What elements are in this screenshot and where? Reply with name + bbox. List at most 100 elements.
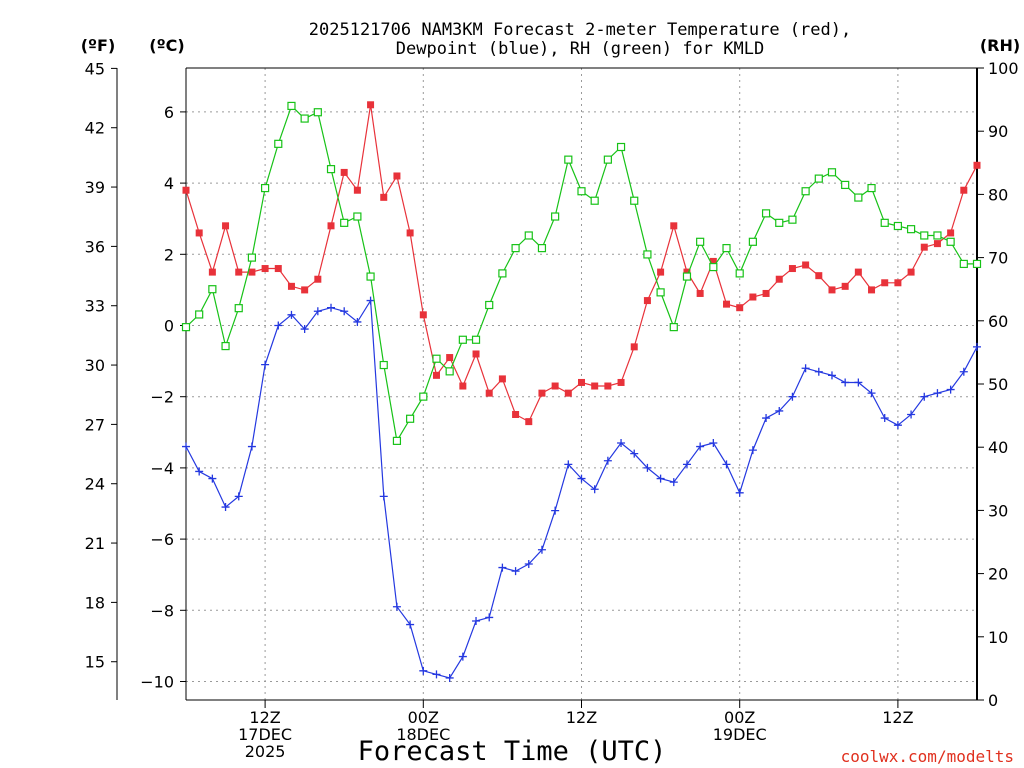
- x-tick-label: 18DEC: [396, 725, 450, 744]
- dewpoint-point: [643, 463, 652, 472]
- temperature-point: [828, 286, 836, 294]
- rh-tick-label: 100: [988, 59, 1019, 78]
- credit-text: coolwx.com/modelts: [841, 747, 1014, 766]
- temperature-point: [380, 193, 388, 201]
- temperature-point: [419, 311, 427, 319]
- temperature-point: [274, 265, 282, 273]
- dewpoint-point: [854, 378, 863, 387]
- temperature-point: [551, 382, 559, 390]
- rh-point: [577, 187, 586, 196]
- rh-point: [221, 341, 230, 351]
- rh-point: [959, 259, 968, 269]
- rh-point: [551, 212, 560, 221]
- rh-point: [471, 335, 481, 344]
- rh-point: [419, 392, 428, 401]
- temperature-point: [314, 275, 322, 283]
- x-tick-label: 12Z: [566, 708, 597, 727]
- rh-point: [682, 272, 692, 281]
- fahrenheit-tick-label: 30: [85, 356, 105, 375]
- rh-unit-label: (RH): [980, 36, 1020, 55]
- fahrenheit-tick-label: 39: [85, 178, 105, 197]
- dewpoint-point: [458, 652, 467, 661]
- dewpoint-point: [366, 296, 375, 305]
- rh-point: [643, 250, 652, 259]
- rh-tick-label: 30: [988, 501, 1008, 520]
- rh-point: [656, 288, 665, 297]
- dewpoint-point: [827, 371, 836, 380]
- dewpoint-point: [669, 478, 678, 487]
- dewpoint-point: [511, 567, 520, 576]
- rh-point: [445, 367, 454, 376]
- temperature-point: [709, 257, 717, 265]
- celsius-unit-label: (ºC): [149, 36, 184, 55]
- dewpoint-point: [959, 367, 968, 376]
- rh-point: [748, 237, 757, 246]
- temperature-point: [670, 222, 678, 230]
- rh-point: [406, 414, 415, 423]
- rh-point: [340, 218, 349, 227]
- dewpoint-point: [234, 492, 243, 501]
- fahrenheit-tick-label: 24: [85, 475, 105, 494]
- fahrenheit-tick-label: 36: [85, 237, 105, 256]
- rh-tick-label: 10: [988, 628, 1008, 647]
- dewpoint-point: [221, 503, 230, 512]
- dewpoint-point: [762, 414, 771, 423]
- dewpoint-point: [406, 620, 415, 629]
- dewpoint-point: [630, 449, 639, 458]
- celsius-tick-label: 6: [164, 103, 174, 122]
- rh-point: [906, 225, 916, 234]
- temperature-point: [287, 282, 295, 290]
- dewpoint-point: [524, 560, 533, 569]
- celsius-tick-label: 2: [164, 245, 174, 264]
- temperature-point: [301, 286, 309, 294]
- temperature-point: [327, 222, 335, 230]
- x-tick-label: 00Z: [724, 708, 755, 727]
- temperature-point: [854, 268, 862, 276]
- rh-point: [616, 142, 626, 152]
- dewpoint-point: [775, 406, 784, 415]
- rh-tick-label: 40: [988, 438, 1008, 457]
- rh-tick-label: 50: [988, 375, 1008, 394]
- dewpoint-point: [590, 485, 599, 494]
- temperature-point: [788, 265, 796, 273]
- temperature-point: [881, 279, 889, 287]
- dewpoint-point: [182, 442, 190, 451]
- fahrenheit-tick-label: 15: [85, 653, 105, 672]
- temperature-point: [485, 389, 493, 397]
- temperature-point: [195, 229, 203, 237]
- dewpoint-point: [920, 392, 929, 401]
- rh-point: [511, 244, 520, 253]
- rh-point: [432, 354, 441, 363]
- temperature-point: [960, 186, 968, 194]
- dewpoint-point: [340, 307, 349, 316]
- temperature-point: [841, 282, 849, 290]
- dewpoint-point: [933, 389, 942, 398]
- chart-title-line1: 2025121706 NAM3KM Forecast 2-meter Tempe…: [309, 20, 851, 40]
- dewpoint-point: [841, 378, 850, 387]
- celsius-tick-label: −8: [150, 601, 174, 620]
- temperature-point: [643, 297, 651, 305]
- rh-point: [498, 269, 507, 278]
- rh-point: [696, 237, 705, 246]
- temperature-point: [472, 350, 480, 358]
- temperature-point: [947, 229, 955, 237]
- rh-tick-label: 20: [988, 565, 1008, 584]
- rh-point: [722, 244, 731, 253]
- dewpoint-point: [814, 367, 823, 376]
- dewpoint-point: [498, 563, 507, 572]
- dewpoint-point: [485, 613, 494, 622]
- dewpoint-point: [880, 414, 889, 423]
- temperature-point: [353, 186, 361, 194]
- rh-point: [234, 304, 243, 313]
- rh-point: [485, 300, 494, 310]
- rh-point: [880, 218, 889, 227]
- dewpoint-point: [537, 545, 546, 554]
- dewpoint-point: [379, 492, 388, 501]
- rh-point: [867, 183, 876, 193]
- celsius-tick-label: −4: [150, 459, 174, 478]
- celsius-tick-label: 4: [164, 174, 174, 193]
- temperature-point: [432, 371, 440, 379]
- rh-point: [564, 155, 573, 164]
- temperature-point: [723, 300, 731, 308]
